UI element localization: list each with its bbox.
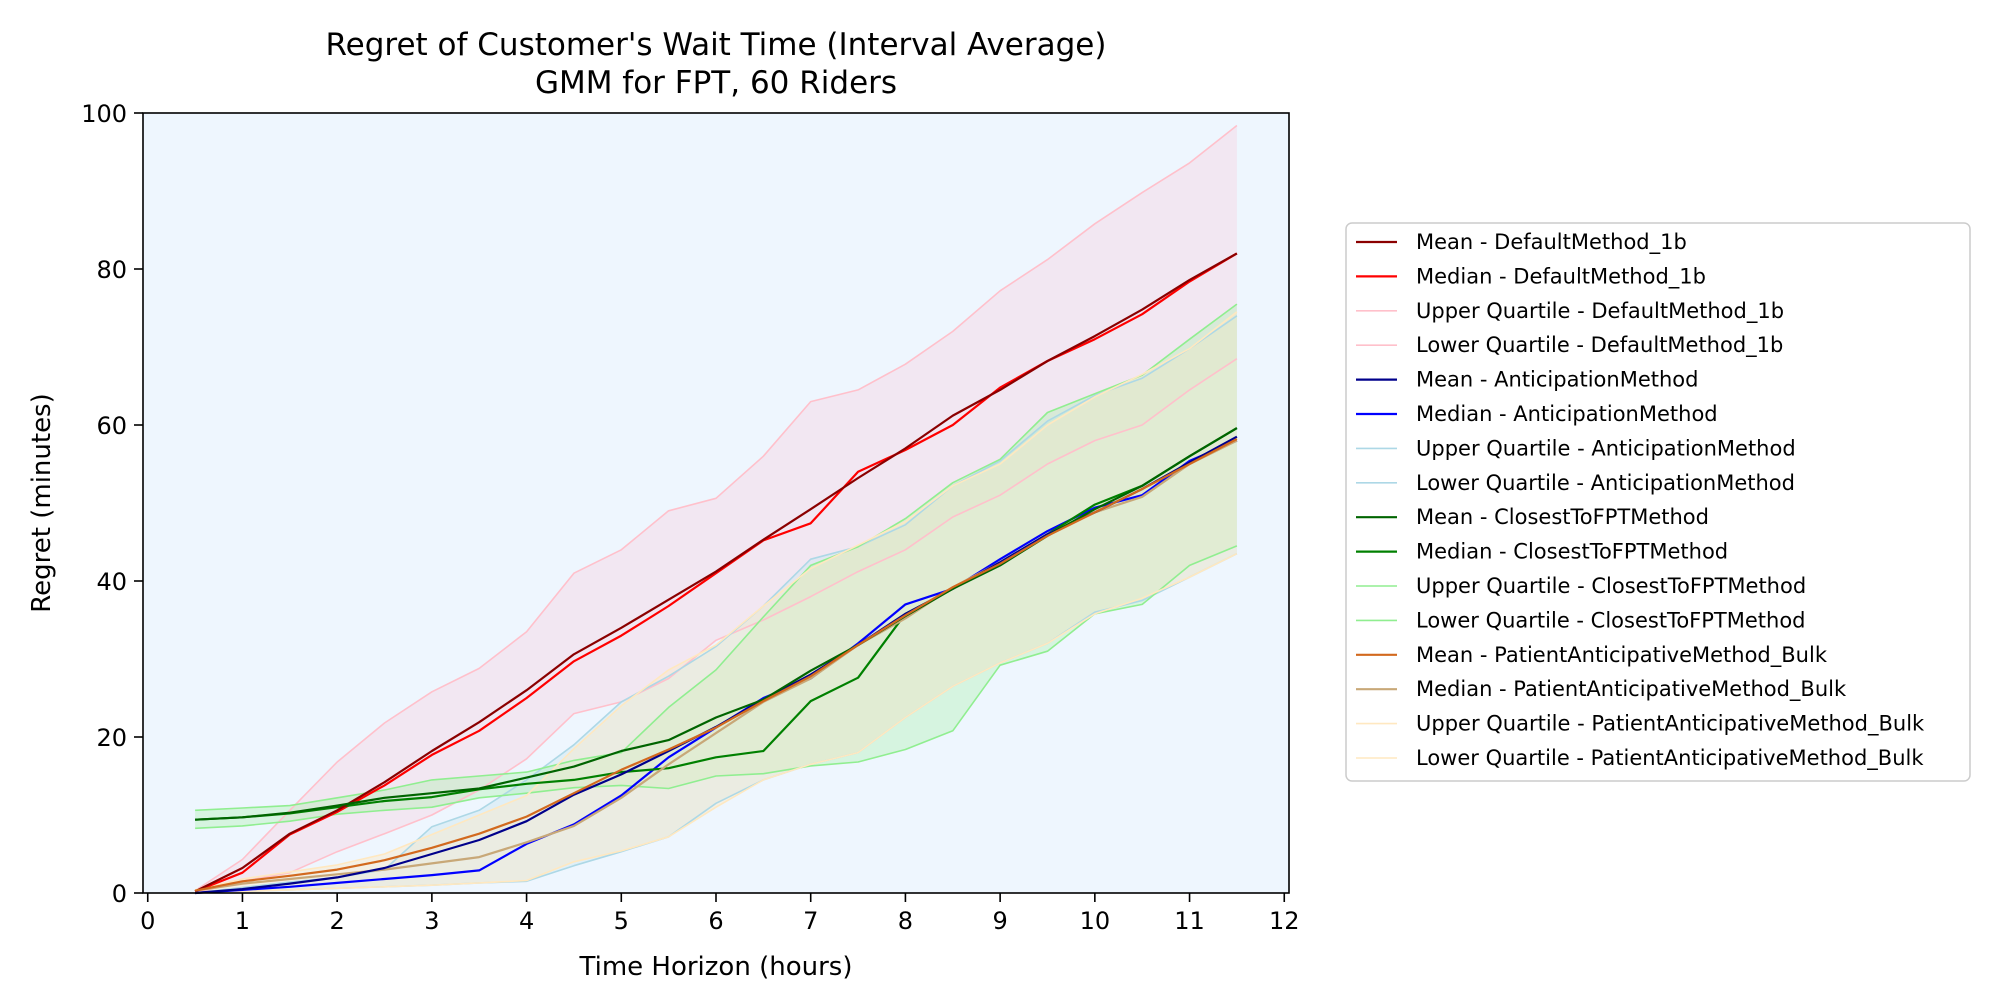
legend-entry: Mean - DefaultMethod_1b	[1356, 230, 1687, 255]
series-line-median-closesttofptmethod	[195, 427, 1238, 821]
x-tick-label: 0	[140, 907, 155, 935]
legend-entry: Upper Quartile - PatientAnticipativeMeth…	[1356, 712, 1925, 737]
legend-box	[1345, 222, 1971, 782]
series-line-lower-quartile-closesttofptmethod	[195, 545, 1238, 830]
x-tick-label: 10	[1080, 907, 1111, 935]
legend-label: Upper Quartile - ClosestToFPTMethod	[1416, 574, 1806, 598]
legend-label: Mean - DefaultMethod_1b	[1416, 230, 1687, 255]
x-tick-label: 11	[1174, 907, 1205, 935]
legend-label: Mean - PatientAnticipativeMethod_Bulk	[1416, 643, 1828, 668]
series-lines	[194, 124, 1238, 895]
legend-label: Median - ClosestToFPTMethod	[1416, 540, 1728, 564]
x-tick-label: 5	[614, 907, 629, 935]
y-axis-label: Regret (minutes)	[27, 393, 57, 613]
legend-label: Upper Quartile - AnticipationMethod	[1416, 436, 1796, 460]
x-tick-label: 9	[992, 907, 1007, 935]
y-tick-label: 0	[112, 880, 127, 908]
chart-subtitle: GMM for FPT, 60 Riders	[535, 65, 897, 101]
x-tick-label: 2	[330, 907, 345, 935]
series-line-mean-patientanticipativemethod-bulk	[194, 438, 1238, 892]
series-line-lower-quartile-patientanticipativemethod-bulk	[195, 552, 1238, 894]
legend-entry: Median - DefaultMethod_1b	[1356, 264, 1706, 289]
band-anticipationmethod	[195, 315, 1237, 893]
legend-label: Median - PatientAnticipativeMethod_Bulk	[1416, 677, 1847, 702]
legend-label: Median - AnticipationMethod	[1416, 402, 1718, 426]
legend-label: Lower Quartile - ClosestToFPTMethod	[1416, 608, 1806, 632]
legend: Mean - DefaultMethod_1b Median - DefaultM…	[1345, 222, 1971, 782]
legend-label: Mean - AnticipationMethod	[1416, 368, 1698, 392]
legend-entry: Lower Quartile - ClosestToFPTMethod	[1356, 608, 1806, 632]
legend-label: Upper Quartile - PatientAnticipativeMeth…	[1416, 712, 1925, 737]
series-line-mean-defaultmethod-1b	[194, 252, 1238, 893]
y-axis: 0 20 40 60 80 100	[81, 100, 143, 908]
legend-entry: Mean - ClosestToFPTMethod	[1356, 505, 1709, 529]
series-line-lower-quartile-defaultmethod-1b	[194, 358, 1238, 894]
y-tick-label: 20	[96, 724, 127, 752]
x-tick-label: 8	[898, 907, 913, 935]
y-tick-label: 40	[96, 568, 127, 596]
legend-label: Lower Quartile - DefaultMethod_1b	[1416, 333, 1783, 358]
series-line-upper-quartile-patientanticipativemethod-bulk	[194, 311, 1238, 891]
x-tick-label: 12	[1269, 907, 1300, 935]
x-tick-label: 3	[424, 907, 439, 935]
legend-entry: Median - PatientAnticipativeMethod_Bulk	[1356, 677, 1847, 702]
legend-entry: Median - ClosestToFPTMethod	[1356, 540, 1728, 564]
legend-entry: Upper Quartile - DefaultMethod_1b	[1356, 299, 1784, 324]
y-tick-label: 80	[96, 256, 127, 284]
legend-label: Upper Quartile - DefaultMethod_1b	[1416, 299, 1784, 324]
y-tick-label: 60	[96, 412, 127, 440]
legend-entry: Lower Quartile - DefaultMethod_1b	[1356, 333, 1783, 358]
legend-label: Mean - ClosestToFPTMethod	[1416, 505, 1709, 529]
legend-entry: Lower Quartile - PatientAnticipativeMeth…	[1356, 746, 1924, 771]
legend-entry: Mean - PatientAnticipativeMethod_Bulk	[1356, 643, 1828, 668]
band-defaultmethod-1b	[195, 125, 1237, 893]
x-tick-label: 1	[235, 907, 250, 935]
legend-label: Median - DefaultMethod_1b	[1416, 264, 1706, 289]
x-tick-label: 7	[803, 907, 818, 935]
legend-label: Lower Quartile - AnticipationMethod	[1416, 471, 1795, 495]
legend-label: Lower Quartile - PatientAnticipativeMeth…	[1416, 746, 1924, 771]
legend-entry: Upper Quartile - AnticipationMethod	[1356, 436, 1796, 460]
x-tick-label: 6	[708, 907, 723, 935]
y-tick-label: 100	[81, 100, 127, 128]
x-axis-label: Time Horizon (hours)	[579, 952, 853, 982]
x-axis: 0 1 2 3 4 5 6 7 8 9 10 11 12	[140, 893, 1300, 935]
legend-entry: Median - AnticipationMethod	[1356, 402, 1718, 426]
legend-entry: Lower Quartile - AnticipationMethod	[1356, 471, 1795, 495]
chart-title: Regret of Customer's Wait Time (Interval…	[326, 27, 1107, 63]
legend-entry: Mean - AnticipationMethod	[1356, 368, 1698, 392]
series-line-upper-quartile-defaultmethod-1b	[194, 124, 1238, 892]
legend-entry: Upper Quartile - ClosestToFPTMethod	[1356, 574, 1806, 598]
x-tick-label: 4	[519, 907, 534, 935]
